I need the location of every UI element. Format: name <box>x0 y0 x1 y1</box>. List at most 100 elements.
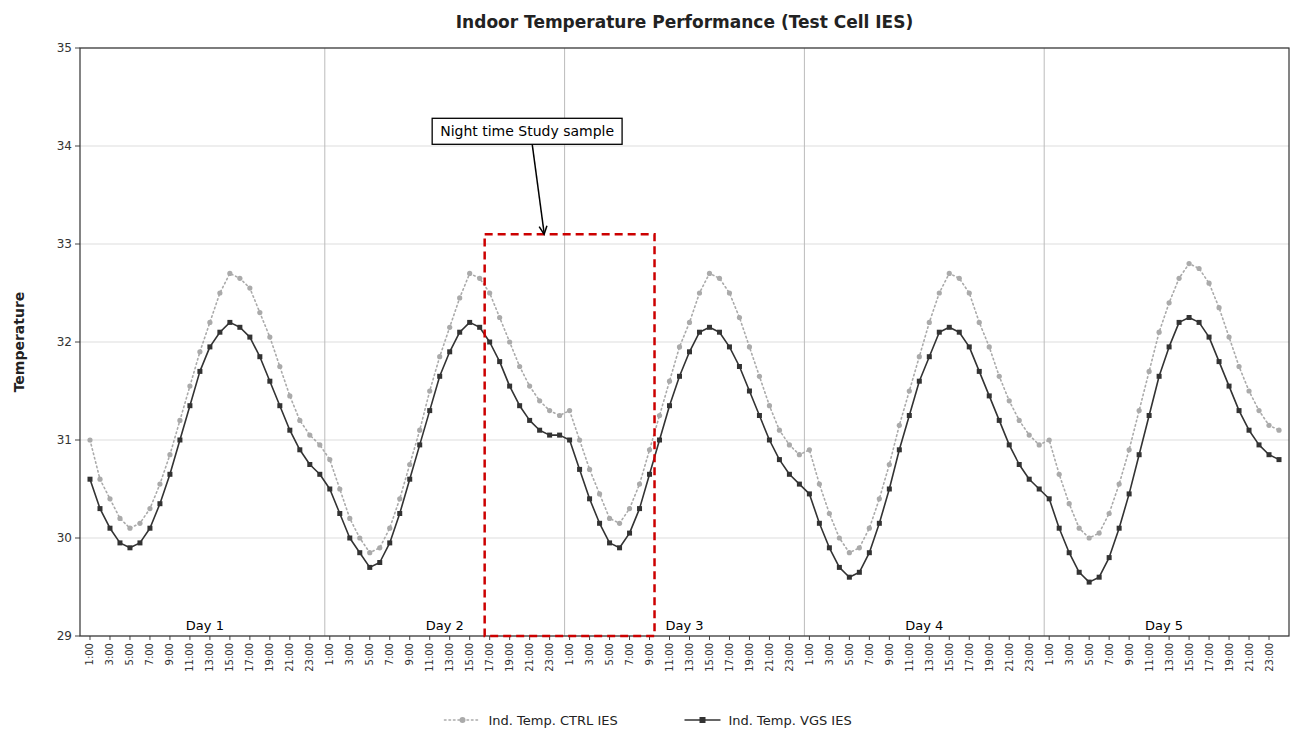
point-marker <box>977 320 982 325</box>
annotation-text: Night time Study sample <box>440 123 614 139</box>
point-marker <box>1157 374 1162 379</box>
point-marker <box>757 374 762 379</box>
x-tick-label: 1:00 <box>564 643 575 665</box>
point-marker <box>497 315 502 320</box>
point-marker <box>217 290 222 295</box>
x-tick-label: 3:00 <box>344 643 355 665</box>
point-marker <box>1027 477 1032 482</box>
x-tick-label: 5:00 <box>124 643 135 665</box>
point-marker <box>1166 300 1171 305</box>
point-marker <box>787 442 792 447</box>
y-tick <box>75 146 80 147</box>
point-marker <box>167 452 172 457</box>
x-tick-label: 21:00 <box>1004 643 1015 672</box>
point-marker <box>487 340 492 345</box>
x-tick-label: 19:00 <box>1224 643 1235 672</box>
point-marker <box>207 320 212 325</box>
point-marker <box>1137 452 1142 457</box>
x-tick-label: 19:00 <box>504 643 515 672</box>
point-marker <box>937 290 942 295</box>
x-tick-label: 3:00 <box>104 643 115 665</box>
point-marker <box>557 433 562 438</box>
point-marker <box>1277 457 1282 462</box>
point-marker <box>357 535 362 540</box>
point-marker <box>1097 575 1102 580</box>
point-marker <box>1017 418 1022 423</box>
y-tick-label: 29 <box>57 629 72 643</box>
point-marker <box>1276 428 1281 433</box>
point-marker <box>897 423 902 428</box>
y-axis-label: Temperature <box>11 292 27 393</box>
point-marker <box>967 290 972 295</box>
point-marker <box>1057 526 1062 531</box>
point-marker <box>427 388 432 393</box>
chart: Indoor Temperature Performance (Test Cel… <box>0 0 1309 745</box>
point-marker <box>327 487 332 492</box>
point-marker <box>807 447 812 452</box>
point-marker <box>507 339 512 344</box>
point-marker <box>747 389 752 394</box>
point-marker <box>367 565 372 570</box>
point-marker <box>847 575 852 580</box>
y-tick <box>75 244 80 245</box>
point-marker <box>87 437 92 442</box>
point-marker <box>1067 501 1072 506</box>
point-marker <box>927 354 932 359</box>
y-tick <box>75 636 80 637</box>
point-marker <box>417 428 422 433</box>
point-marker <box>217 330 222 335</box>
point-marker <box>867 550 872 555</box>
point-marker <box>157 501 162 506</box>
point-marker <box>817 521 822 526</box>
x-tick-label: 5:00 <box>604 643 615 665</box>
point-marker <box>767 438 772 443</box>
x-tick-label: 17:00 <box>964 643 975 672</box>
point-marker <box>337 511 342 516</box>
point-marker <box>827 545 832 550</box>
point-marker <box>237 276 242 281</box>
point-marker <box>617 545 622 550</box>
point-marker <box>257 354 262 359</box>
point-marker <box>667 403 672 408</box>
point-marker <box>677 344 682 349</box>
point-marker <box>537 428 542 433</box>
x-tick-label: 9:00 <box>884 643 895 665</box>
point-marker <box>177 438 182 443</box>
point-marker <box>987 393 992 398</box>
point-marker <box>437 374 442 379</box>
point-marker <box>1226 335 1231 340</box>
x-tick-label: 3:00 <box>584 643 595 665</box>
point-marker <box>127 526 132 531</box>
point-marker <box>717 330 722 335</box>
day-label: Day 3 <box>665 618 703 633</box>
x-tick-label: 23:00 <box>1024 643 1035 672</box>
point-marker <box>907 388 912 393</box>
point-marker <box>147 506 152 511</box>
point-marker <box>317 472 322 477</box>
x-tick-label: 7:00 <box>864 643 875 665</box>
point-marker <box>1117 526 1122 531</box>
point-marker <box>237 325 242 330</box>
point-marker <box>957 330 962 335</box>
point-marker <box>607 516 612 521</box>
point-marker <box>167 472 172 477</box>
point-marker <box>907 413 912 418</box>
point-marker <box>157 482 162 487</box>
point-marker <box>267 379 272 384</box>
point-marker <box>127 545 132 550</box>
point-marker <box>567 438 572 443</box>
page: {"chart_data": { "type": "line", "title"… <box>0 0 1309 745</box>
x-tick-label: 5:00 <box>1084 643 1095 665</box>
point-marker <box>1207 335 1212 340</box>
point-marker <box>517 403 522 408</box>
x-tick-label: 9:00 <box>404 643 415 665</box>
point-marker <box>227 320 232 325</box>
point-marker <box>657 413 662 418</box>
x-tick-label: 23:00 <box>544 643 555 672</box>
x-tick-label: 21:00 <box>284 643 295 672</box>
point-marker <box>267 335 272 340</box>
day-label: Day 2 <box>426 618 464 633</box>
point-marker <box>1157 330 1162 335</box>
point-marker <box>357 550 362 555</box>
point-marker <box>467 271 472 276</box>
